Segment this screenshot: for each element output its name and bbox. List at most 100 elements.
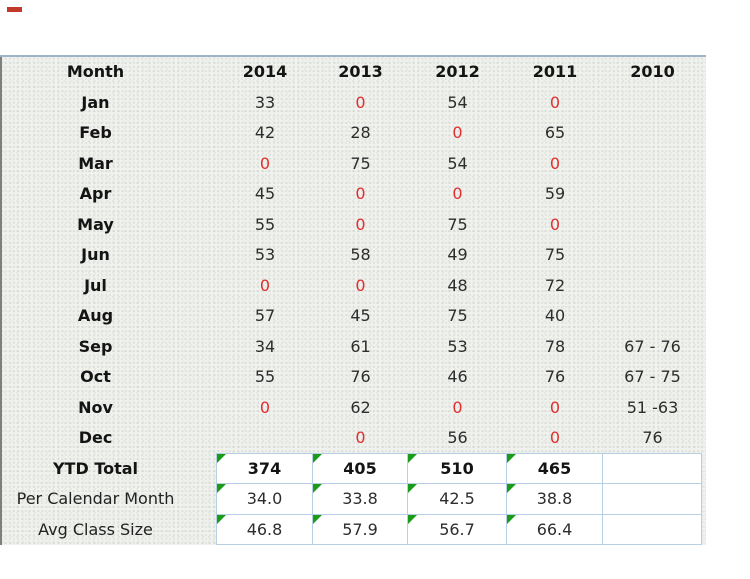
summary-cell[interactable]: 56.7 <box>407 513 507 545</box>
data-cell[interactable] <box>603 210 702 241</box>
data-cell[interactable]: 40 <box>544 306 566 325</box>
summary-cell-box[interactable]: 66.4 <box>506 513 603 545</box>
data-cell[interactable]: 45 <box>350 306 371 325</box>
summary-cell-box[interactable]: 374 <box>216 452 313 484</box>
row-label-oct[interactable]: Oct <box>80 367 111 386</box>
data-cell[interactable]: 0 <box>549 214 561 234</box>
data-cell[interactable]: 28 <box>350 123 371 142</box>
row-label-apr[interactable]: Apr <box>79 184 112 203</box>
column-header-2014[interactable]: 2014 <box>242 62 288 81</box>
summary-cell-box[interactable]: 57.9 <box>312 513 408 545</box>
summary-label-ytd-total[interactable]: YTD Total <box>52 458 139 478</box>
data-cell[interactable]: 48 <box>447 275 468 295</box>
column-header-2010[interactable]: 2010 <box>630 62 675 81</box>
data-cell[interactable]: 75 <box>447 214 468 234</box>
summary-cell[interactable]: 42.5 <box>407 483 507 515</box>
data-cell[interactable]: 67 - 75 <box>624 367 681 386</box>
data-cell[interactable]: 0 <box>259 397 271 417</box>
data-cell[interactable]: 0 <box>355 214 366 234</box>
column-header-month[interactable]: Month <box>66 62 125 81</box>
data-cell[interactable]: 65 <box>544 123 566 142</box>
data-cell[interactable] <box>603 240 702 271</box>
data-cell[interactable]: 33 <box>254 92 276 112</box>
data-cell[interactable] <box>603 271 702 302</box>
data-cell[interactable]: 49 <box>447 245 468 264</box>
data-cell[interactable] <box>603 88 702 119</box>
column-header-2013[interactable]: 2013 <box>338 62 383 81</box>
data-cell[interactable]: 42 <box>254 123 276 142</box>
data-cell[interactable]: 76 <box>642 428 663 447</box>
summary-label-avg-class-size[interactable]: Avg Class Size <box>38 519 153 539</box>
summary-cell-box[interactable]: 34.0 <box>216 483 313 515</box>
summary-cell-box[interactable] <box>602 452 702 484</box>
data-cell[interactable]: 75 <box>447 306 468 325</box>
data-cell[interactable]: 0 <box>452 123 463 142</box>
row-label-feb[interactable]: Feb <box>79 123 112 142</box>
summary-cell-box[interactable]: 465 <box>506 452 603 484</box>
data-cell[interactable]: 0 <box>549 428 561 447</box>
row-label-may[interactable]: May <box>77 214 114 234</box>
data-cell[interactable]: 61 <box>350 336 371 356</box>
summary-cell[interactable]: 374 <box>216 452 313 484</box>
data-cell[interactable]: 76 <box>350 367 371 386</box>
data-cell[interactable]: 58 <box>350 245 371 264</box>
summary-cell-box[interactable]: 510 <box>407 452 507 484</box>
summary-cell-box[interactable] <box>602 513 702 545</box>
data-cell[interactable]: 0 <box>452 184 463 203</box>
data-cell[interactable]: 45 <box>254 184 276 203</box>
data-cell[interactable]: 46 <box>447 367 468 386</box>
data-cell[interactable]: 62 <box>350 397 371 417</box>
summary-cell[interactable]: 38.8 <box>506 483 603 515</box>
data-cell[interactable]: 75 <box>544 245 566 264</box>
summary-cell[interactable] <box>602 452 702 484</box>
row-label-dec[interactable]: Dec <box>78 428 113 447</box>
row-label-jul[interactable]: Jul <box>84 275 107 295</box>
data-cell[interactable]: 0 <box>549 92 561 112</box>
summary-cell-box[interactable]: 42.5 <box>407 483 507 515</box>
summary-cell-box[interactable]: 405 <box>312 452 408 484</box>
summary-cell-box[interactable]: 33.8 <box>312 483 408 515</box>
data-cell[interactable]: 75 <box>350 153 371 173</box>
row-label-mar[interactable]: Mar <box>78 153 113 173</box>
data-cell[interactable]: 54 <box>447 153 468 173</box>
summary-cell[interactable]: 465 <box>506 452 603 484</box>
summary-cell[interactable]: 510 <box>407 452 507 484</box>
row-label-nov[interactable]: Nov <box>78 397 113 417</box>
data-cell[interactable]: 76 <box>544 367 566 386</box>
column-header-2012[interactable]: 2012 <box>435 62 480 81</box>
summary-cell[interactable]: 46.8 <box>216 513 313 545</box>
data-cell[interactable]: 53 <box>254 245 276 264</box>
data-cell[interactable]: 55 <box>254 367 276 386</box>
data-cell[interactable]: 0 <box>259 153 271 173</box>
data-cell[interactable]: 0 <box>355 184 366 203</box>
summary-cell-box[interactable]: 38.8 <box>506 483 603 515</box>
data-cell[interactable]: 0 <box>355 92 366 112</box>
data-cell[interactable]: 54 <box>447 92 468 112</box>
data-cell[interactable]: 0 <box>259 275 271 295</box>
data-cell[interactable]: 0 <box>452 397 463 417</box>
data-cell[interactable]: 0 <box>355 428 366 447</box>
column-header-2011[interactable]: 2011 <box>532 62 578 81</box>
data-cell[interactable]: 56 <box>447 428 468 447</box>
summary-cell[interactable] <box>602 483 702 515</box>
data-cell[interactable]: 53 <box>447 336 468 356</box>
data-cell[interactable]: 57 <box>254 306 276 325</box>
summary-cell[interactable]: 57.9 <box>312 513 408 545</box>
row-label-jun[interactable]: Jun <box>81 245 110 264</box>
data-cell[interactable]: 72 <box>544 275 566 295</box>
data-cell[interactable]: 59 <box>544 184 566 203</box>
summary-cell[interactable] <box>602 513 702 545</box>
data-cell[interactable] <box>603 149 702 180</box>
row-label-sep[interactable]: Sep <box>78 336 113 356</box>
summary-cell[interactable]: 33.8 <box>312 483 408 515</box>
data-cell[interactable]: 0 <box>549 153 561 173</box>
summary-cell[interactable]: 66.4 <box>506 513 603 545</box>
data-cell[interactable]: 78 <box>544 336 566 356</box>
summary-label-per-calendar-month[interactable]: Per Calendar Month <box>16 489 175 508</box>
data-cell[interactable]: 34 <box>254 336 276 356</box>
data-cell[interactable]: 55 <box>254 214 276 234</box>
summary-cell[interactable]: 34.0 <box>216 483 313 515</box>
summary-cell-box[interactable]: 56.7 <box>407 513 507 545</box>
summary-cell[interactable]: 405 <box>312 452 408 484</box>
data-cell[interactable] <box>603 301 702 332</box>
